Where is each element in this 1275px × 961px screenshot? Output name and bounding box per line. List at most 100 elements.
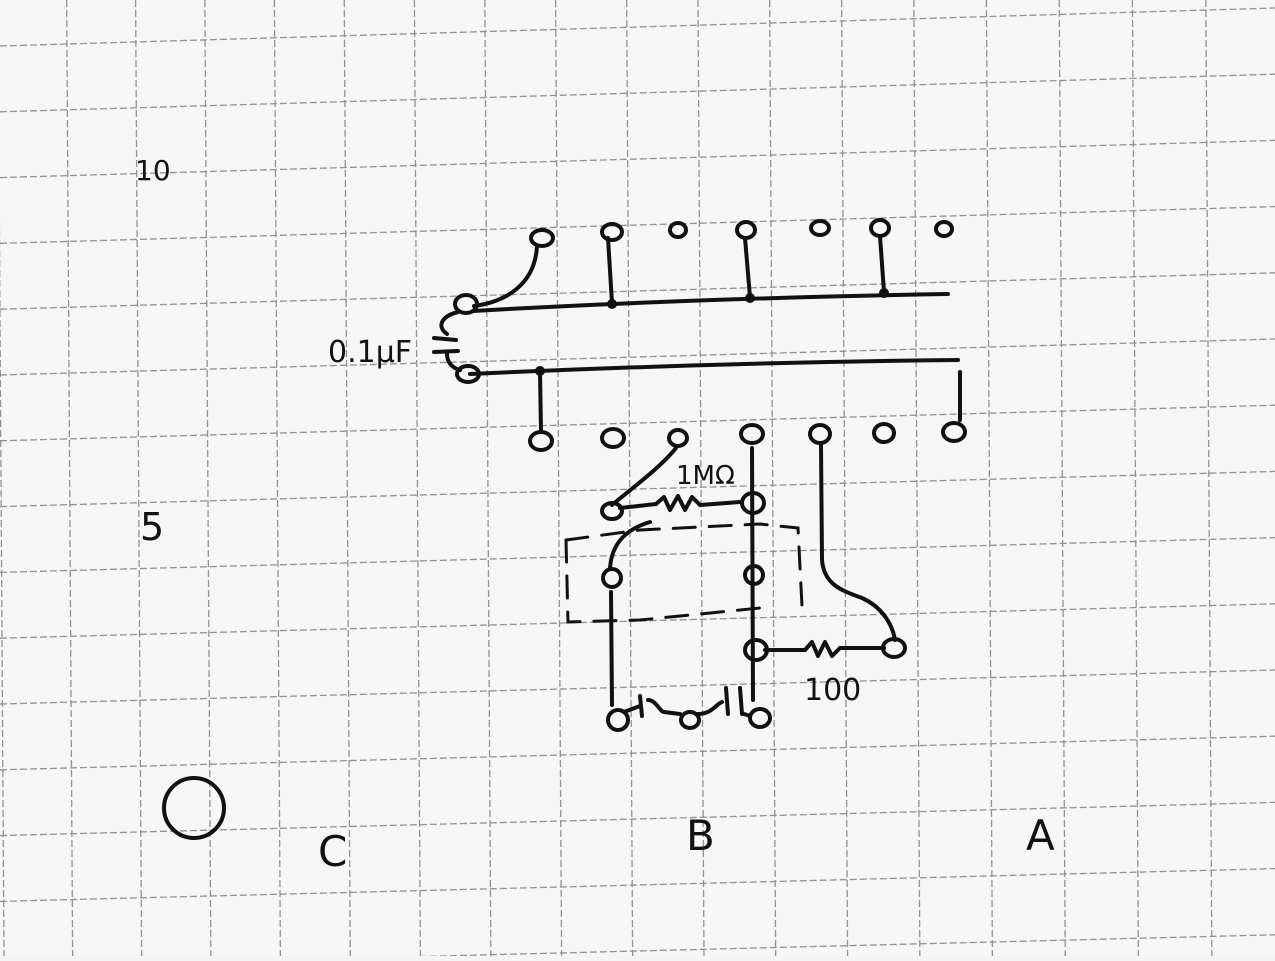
solder-pad xyxy=(743,638,769,662)
junction-dot xyxy=(879,288,889,298)
solder-pad xyxy=(529,228,555,248)
grid-line-horizontal xyxy=(0,205,1275,245)
grid-line-vertical xyxy=(343,0,351,957)
grid-line-horizontal xyxy=(0,669,1275,705)
grid-line-vertical xyxy=(697,0,705,957)
left-curve-wire xyxy=(608,520,652,570)
solder-pad xyxy=(869,218,891,238)
grid-line-vertical xyxy=(985,0,994,957)
top-drop-wire-1 xyxy=(472,244,539,308)
mounting-hole-circle xyxy=(162,776,226,840)
column-label-b: B xyxy=(686,811,715,860)
grid-line-horizontal xyxy=(0,404,1275,442)
junction-dot xyxy=(745,293,755,303)
bottom-mid-lead xyxy=(662,710,682,716)
solder-pad xyxy=(735,220,757,240)
solder-pad xyxy=(600,427,626,449)
junction-dots xyxy=(535,288,889,376)
grid-line-horizontal xyxy=(0,7,1275,47)
solder-pad xyxy=(740,491,766,515)
resistor-1m-zigzag xyxy=(654,494,702,512)
top-drop-wire-2 xyxy=(606,236,614,305)
solder-pad xyxy=(808,423,832,445)
junction-dot xyxy=(535,366,545,376)
solder-pad xyxy=(679,710,701,730)
grid-line-horizontal xyxy=(0,801,1275,837)
solder-pad xyxy=(601,567,623,589)
column-b-wire xyxy=(750,446,755,702)
top-bus-wire xyxy=(471,292,950,313)
grid-line-vertical xyxy=(913,0,921,957)
bottom-capacitor-plates xyxy=(724,686,744,716)
solder-pad xyxy=(600,501,624,521)
top-drop-wire-4 xyxy=(878,234,886,294)
solder-pad xyxy=(743,564,765,586)
grid-line-vertical xyxy=(134,0,143,957)
grid-line-vertical xyxy=(840,0,849,957)
grid-line-horizontal xyxy=(0,603,1275,639)
grid-line-vertical xyxy=(413,0,422,957)
solder-pad xyxy=(668,221,688,239)
grid-line-vertical xyxy=(554,0,563,957)
grid-line-vertical xyxy=(0,215,5,957)
resistor-1m-right-lead xyxy=(698,500,742,507)
left-column-wire xyxy=(609,590,614,707)
solder-pad xyxy=(872,422,896,444)
solder-pad xyxy=(809,219,831,237)
resistor-1m-left-lead xyxy=(618,502,658,510)
grid-line-horizontal xyxy=(0,338,1275,376)
grid-line-horizontal xyxy=(0,470,1275,508)
grid-line-horizontal xyxy=(0,139,1275,179)
resistor-top-label: 1MΩ xyxy=(676,461,735,491)
grid-line-vertical xyxy=(204,0,212,957)
grid-line-vertical xyxy=(1131,0,1140,957)
resistor-100-zigzag xyxy=(803,640,842,658)
solder-pad xyxy=(941,421,967,443)
grid-line-vertical xyxy=(626,0,634,957)
right-column-wire xyxy=(819,444,897,642)
bottom-drop-wire-1 xyxy=(538,370,543,434)
solder-pad xyxy=(606,708,630,732)
grid-line-horizontal xyxy=(0,272,1275,310)
grid-line-horizontal xyxy=(0,536,1275,574)
column-label-a: A xyxy=(1026,811,1055,860)
grid-line-horizontal xyxy=(0,867,1275,903)
grid-line-vertical xyxy=(273,0,282,957)
solder-pad xyxy=(453,293,479,315)
solder-pad xyxy=(739,423,765,445)
grid-line-vertical xyxy=(1205,0,1213,957)
solder-pad xyxy=(600,222,624,242)
bottom-left-lead xyxy=(622,704,642,714)
bottom-bus-wire xyxy=(468,358,960,376)
capacitor-plate-bottom xyxy=(432,349,460,354)
solder-pad xyxy=(455,364,481,384)
bottom-resistor-squiggle xyxy=(638,694,666,718)
solder-pad xyxy=(748,707,772,729)
solder-pad xyxy=(881,637,907,659)
resistor-right-label: 100 xyxy=(804,673,861,708)
dashed-component-outline xyxy=(564,522,804,624)
column-label-c: C xyxy=(318,827,347,876)
grid-line-horizontal xyxy=(0,735,1275,771)
diagonal-wire xyxy=(610,446,678,507)
junction-dot xyxy=(607,299,617,309)
row-label-five: 5 xyxy=(140,505,164,549)
pads xyxy=(453,218,967,732)
grid-line-horizontal xyxy=(218,934,1275,961)
capacitor-label: 0.1µF xyxy=(328,335,412,370)
bottom-capacitor-left-lead xyxy=(696,700,724,716)
row-label-ten: 10 xyxy=(135,154,171,187)
capacitor-plate-top xyxy=(432,336,458,342)
grid-line-vertical xyxy=(769,0,777,957)
top-drop-wire-3 xyxy=(743,236,752,299)
grid-line-vertical xyxy=(66,0,74,957)
grid-line-vertical xyxy=(484,0,492,957)
grid-line-horizontal xyxy=(0,73,1275,113)
grid-line-vertical xyxy=(1058,0,1066,957)
solder-pad xyxy=(528,430,554,452)
solder-pad xyxy=(934,220,954,238)
capacitor-lead-top xyxy=(439,310,460,336)
